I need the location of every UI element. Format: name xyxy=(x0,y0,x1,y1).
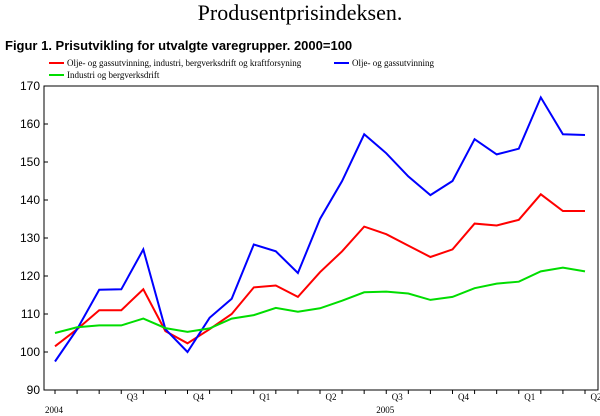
chart-title: Figur 1. Prisutvikling for utvalgte vare… xyxy=(5,38,353,53)
x-quarter-label: Q1 xyxy=(259,392,270,402)
y-tick-label: 170 xyxy=(20,79,40,93)
plot-area-frame xyxy=(43,85,599,391)
y-axis: 90 100 110 120 130 140 150 160 170 xyxy=(20,79,48,397)
y-tick-label: 120 xyxy=(20,269,40,283)
series-line-1 xyxy=(54,192,585,348)
y-tick-label: 150 xyxy=(20,155,40,169)
x-quarter-label: Q2 xyxy=(591,392,600,402)
series-layer xyxy=(54,95,586,363)
y-tick-label: 140 xyxy=(20,193,40,207)
series-line-2 xyxy=(54,95,586,363)
y-tick-label: 100 xyxy=(20,345,40,359)
y-tick-label: 110 xyxy=(21,307,40,321)
legend-label-series-1: Olje- og gassutvinning, industri, bergve… xyxy=(67,58,302,68)
x-quarter-label: Q1 xyxy=(524,392,535,402)
legend-label-series-3: Industri og bergverksdrift xyxy=(67,70,160,80)
x-year-label: 2005 xyxy=(376,405,395,415)
x-quarter-label: Q4 xyxy=(458,392,469,402)
x-axis: 2004 Q3 Q4 Q1 Q2 2005 Q3 Q4 Q1 Q2 xyxy=(45,390,600,415)
y-tick-label: 160 xyxy=(20,117,40,131)
x-year-label: 2004 xyxy=(45,405,64,415)
series-line-3 xyxy=(54,266,586,334)
legend: Olje- og gassutvinning, industri, bergve… xyxy=(49,58,434,80)
y-tick-label: 130 xyxy=(20,231,40,245)
page-header-title: Produsentprisindeksen. xyxy=(197,0,403,25)
x-quarter-label: Q4 xyxy=(193,392,204,402)
x-quarter-label: Q3 xyxy=(127,392,138,402)
x-quarter-label: Q2 xyxy=(326,392,337,402)
y-tick-label: 90 xyxy=(27,383,41,397)
legend-label-series-2: Olje- og gassutvinning xyxy=(352,58,434,68)
x-quarter-label: Q3 xyxy=(392,392,403,402)
